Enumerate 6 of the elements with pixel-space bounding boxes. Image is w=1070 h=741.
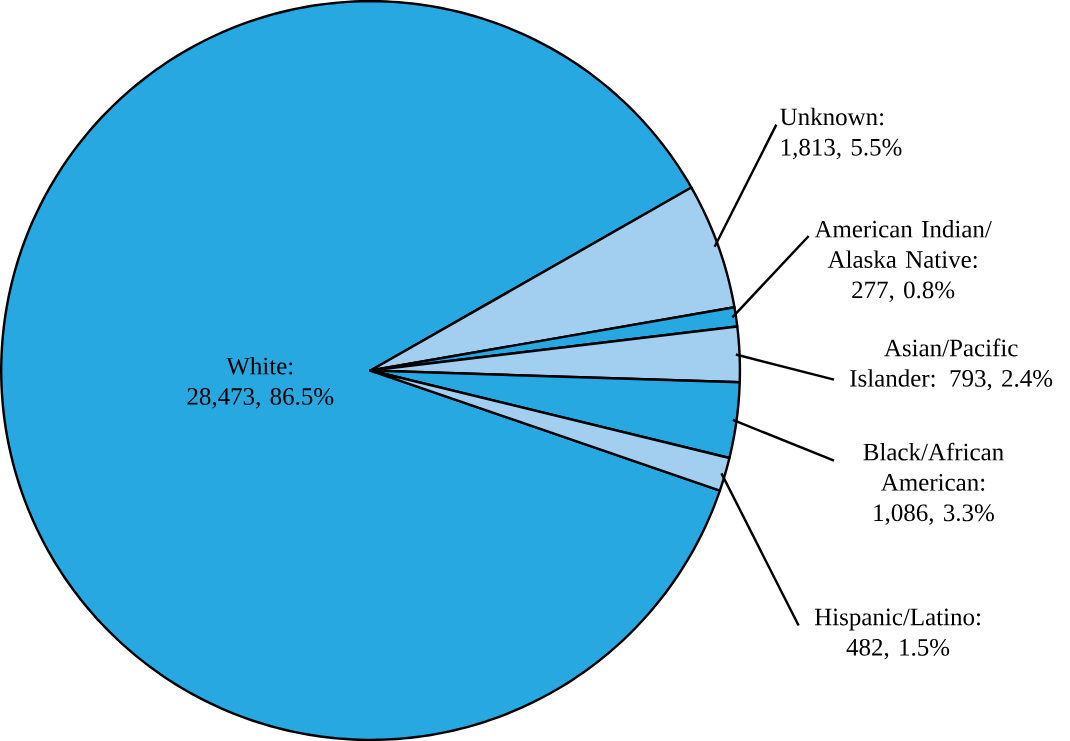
slice-label: American Indian/ Alaska Native: 277, 0.8% [814, 219, 992, 302]
slice-label: Black/African American: 1,086, 3.3% [863, 442, 1004, 525]
slice-label: Unknown: 1,813, 5.5% [780, 107, 902, 160]
slice-label: Asian/Pacific Islander: 793, 2.4% [850, 338, 1053, 391]
slice-label: White: 28,473, 86.5% [187, 356, 334, 409]
slice-label: Hispanic/Latino: 482, 1.5% [814, 608, 980, 660]
